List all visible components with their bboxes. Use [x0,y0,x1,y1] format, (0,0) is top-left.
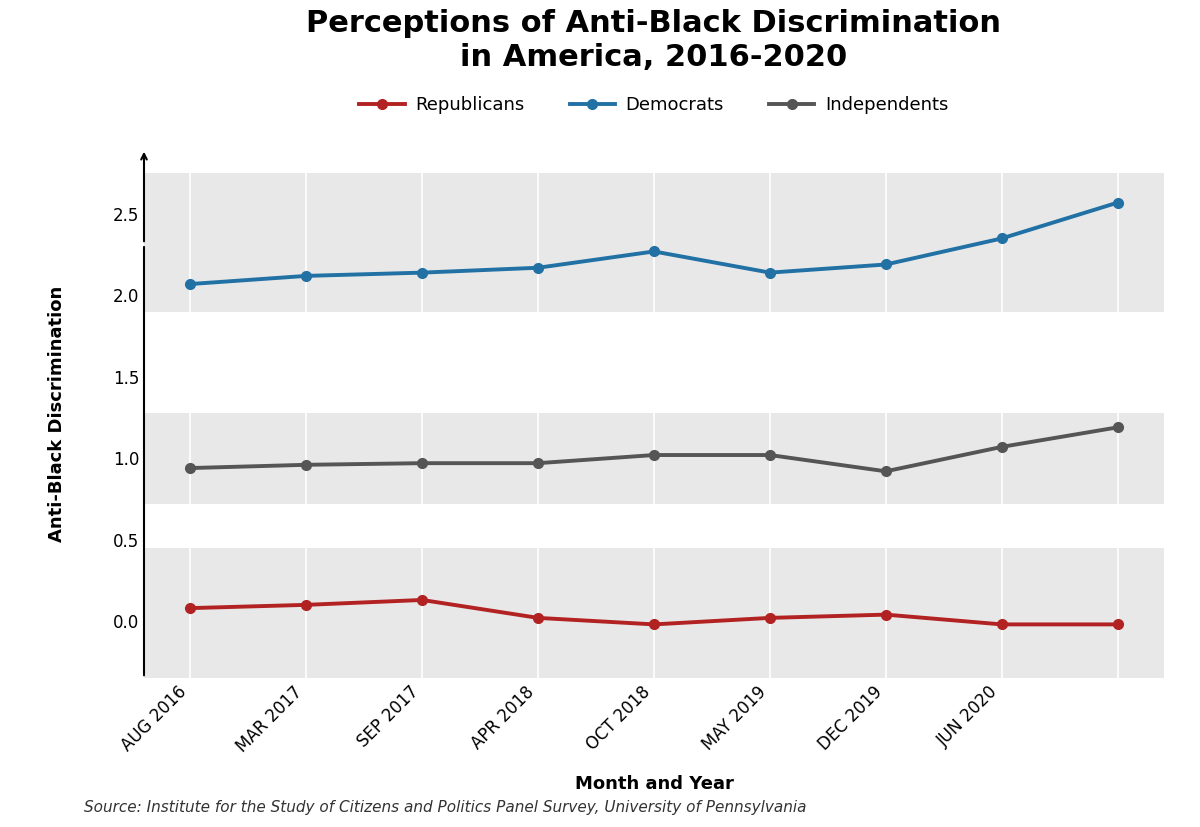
Text: Anti-Black Discrimination: Anti-Black Discrimination [48,285,66,542]
Text: Source: Institute for the Study of Citizens and Politics Panel Survey, Universit: Source: Institute for the Study of Citiz… [84,800,806,815]
X-axis label: Month and Year: Month and Year [575,775,733,793]
Bar [144,547,1164,678]
Legend: Republicans, Democrats, Independents: Republicans, Democrats, Independents [352,89,956,122]
Bar [144,174,1164,312]
Bar [144,413,1164,504]
Title: Perceptions of Anti-Black Discrimination
in America, 2016-2020: Perceptions of Anti-Black Discrimination… [306,9,1002,71]
